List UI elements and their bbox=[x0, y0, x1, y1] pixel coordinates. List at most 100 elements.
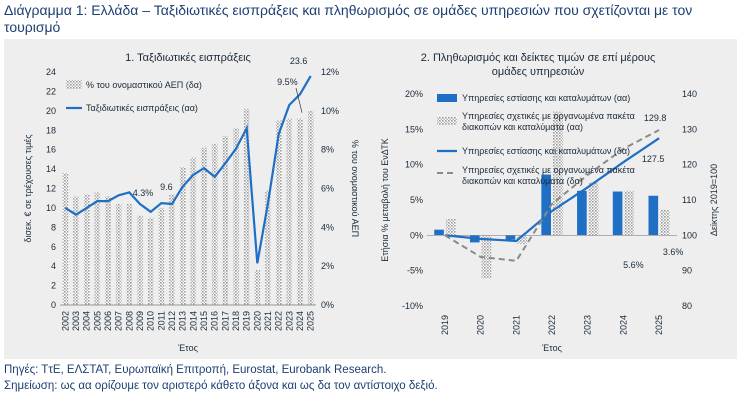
chart2-left-tick: 15% bbox=[405, 124, 423, 134]
chart2-x-tick: 2025 bbox=[654, 315, 664, 335]
chart1-x-tick: 2018 bbox=[231, 311, 241, 331]
chart1-bar bbox=[169, 194, 175, 305]
chart-panel: 1. Ταξιδιωτικές εισπράξεις 0 2 4 6 8 10 12 14 16 1… bbox=[4, 39, 737, 359]
chart1-right-tick: 4% bbox=[321, 222, 334, 232]
chart1-left-tick: 16 bbox=[46, 145, 56, 155]
chart2-bar-solid bbox=[505, 235, 516, 240]
chart2-bar-hatched bbox=[445, 219, 456, 236]
chart1-bar bbox=[94, 192, 101, 305]
chart1-right-tick: 12% bbox=[321, 67, 339, 77]
chart2-bar-solid bbox=[434, 229, 444, 236]
chart1-bar bbox=[137, 215, 143, 305]
chart1-line bbox=[64, 75, 312, 264]
figure-title: Διάγραμμα 1: Ελλάδα – Ταξιδιωτικές εισπρ… bbox=[4, 2, 693, 35]
chart1-left-tick: 20 bbox=[46, 106, 56, 116]
chart1-left-tick: 10 bbox=[46, 203, 56, 213]
chart1-bar bbox=[297, 118, 303, 305]
chart1-x-tick: 2004 bbox=[82, 311, 92, 331]
chart2-left-tick: 0% bbox=[410, 230, 423, 240]
chart1-x-tick: 2009 bbox=[135, 311, 145, 331]
chart1-left-tick: 14 bbox=[46, 164, 56, 174]
chart1-left-tick: 12 bbox=[46, 184, 56, 194]
chart1-bar bbox=[62, 172, 69, 305]
chart2-bar-hatched bbox=[624, 190, 635, 236]
chart2-legend-3: Υπηρεσίες εστίασης και καταλυμάτων (δα) bbox=[462, 146, 630, 156]
chart2-bar-hatched bbox=[553, 111, 563, 236]
chart2-bar-hatched bbox=[660, 209, 670, 236]
axis-note: Σημείωση: ως αα ορίζουμε τον αριστερό κά… bbox=[4, 380, 438, 392]
chart1-bar bbox=[254, 270, 261, 305]
chart1-annotation: 23.6 bbox=[290, 56, 308, 66]
chart1-right-tick: 8% bbox=[321, 145, 334, 155]
chart1-annotation: 4.3% bbox=[133, 188, 154, 198]
chart1-bar bbox=[105, 196, 111, 305]
chart2-legend-1: Υπηρεσίες εστίασης και καταλυμάτων (αα) bbox=[462, 93, 630, 103]
chart2-right-tick: 90 bbox=[682, 266, 692, 276]
chart1-legend-bar: % του ονομαστικού ΑΕΠ (δα) bbox=[86, 80, 202, 90]
chart1-x-tick: 2011 bbox=[156, 311, 166, 330]
chart2-bar-hatched bbox=[588, 182, 599, 236]
chart1-bar bbox=[147, 217, 154, 305]
chart2-right-tick: 80 bbox=[682, 301, 692, 311]
chart1-annotation: 9.5% bbox=[277, 77, 298, 87]
chart1-bar bbox=[190, 157, 197, 305]
chart1-x-tick: 2010 bbox=[146, 311, 156, 331]
chart2-xlabel: Έτος bbox=[541, 343, 562, 353]
chart1-bar bbox=[243, 108, 250, 306]
chart1-bar bbox=[126, 204, 133, 305]
chart1-right-tick: 6% bbox=[321, 184, 334, 194]
chart1-x-tick: 2021 bbox=[263, 311, 273, 331]
chart1-bar bbox=[211, 143, 218, 305]
chart2-legend-2: Υπηρεσίες σχετικές με οργανωμένα πακέτα δ… bbox=[462, 111, 635, 132]
chart2-annotation: 129.8 bbox=[644, 113, 667, 123]
chart2-right-tick: 110 bbox=[682, 195, 696, 205]
chart1-right-tick: 0% bbox=[321, 300, 334, 310]
chart1-left-tick: 4 bbox=[51, 261, 56, 271]
chart1-left-tick: 22 bbox=[46, 86, 56, 96]
chart1-x-tick: 2005 bbox=[92, 311, 102, 331]
chart2-annotation: 3.6% bbox=[663, 247, 684, 257]
chart1-annotation-leader bbox=[295, 87, 303, 113]
chart2-right-tick: 130 bbox=[682, 124, 697, 134]
chart2-ylabel-left: Ετήσια % μεταβολή του ΕνΔΤΚ bbox=[380, 138, 390, 262]
chart1-right-tick: 10% bbox=[321, 106, 339, 116]
chart1-bar bbox=[158, 207, 165, 305]
chart1-ylabel-right: % του ονομαστικού ΑΕΠ bbox=[350, 140, 360, 237]
chart1-left-tick: 6 bbox=[51, 242, 56, 252]
chart1-bar bbox=[286, 118, 293, 305]
chart1-bar bbox=[201, 147, 207, 305]
chart1-x-tick: 2020 bbox=[252, 311, 262, 331]
chart1-x-tick: 2006 bbox=[103, 311, 113, 331]
chart2-bar-solid bbox=[648, 195, 659, 236]
chart1-x-tick: 2024 bbox=[295, 311, 305, 331]
chart1-left-tick: 2 bbox=[51, 281, 56, 291]
chart1-x-tick: 2017 bbox=[220, 311, 230, 331]
chart2-bar-hatched bbox=[481, 235, 492, 279]
chart2-x-tick: 2021 bbox=[511, 315, 521, 335]
chart1-x-tick: 2025 bbox=[306, 311, 316, 331]
chart1-x-tick: 2022 bbox=[274, 311, 284, 331]
chart2-line-solid bbox=[444, 137, 660, 243]
chart1-bar bbox=[233, 128, 239, 305]
chart1-left-tick: 8 bbox=[51, 222, 56, 232]
chart2-left-tick: 10% bbox=[405, 160, 423, 170]
chart2-right-tick: 120 bbox=[682, 160, 697, 170]
chart1-left-tick: 24 bbox=[46, 67, 56, 77]
chart1-bar bbox=[265, 190, 271, 305]
chart1-legend-line: Ταξιδιωτικές εισπράξεις (αα) bbox=[86, 103, 198, 113]
chart2-left-tick: -10% bbox=[402, 301, 423, 311]
chart1-x-tick: 2016 bbox=[210, 311, 220, 331]
chart1-xlabel: Έτος bbox=[177, 343, 198, 353]
chart1-x-tick: 2002 bbox=[60, 311, 70, 331]
chart2-left-tick: 20% bbox=[405, 89, 423, 99]
chart1-x-tick: 2003 bbox=[71, 311, 81, 331]
chart2-legend-4: Υπηρεσίες σχετικές με οργανωμένα πακέτα δ… bbox=[462, 165, 635, 186]
chart1-x-tick: 2019 bbox=[242, 311, 252, 331]
chart1-bar bbox=[222, 136, 229, 305]
chart1-bar bbox=[307, 110, 314, 305]
chart2-right-tick: 140 bbox=[682, 89, 697, 99]
chart1-bar bbox=[83, 194, 90, 305]
chart1-bar bbox=[73, 196, 79, 305]
chart2-annotation: 5.6% bbox=[623, 260, 644, 270]
chart2-x-tick: 2022 bbox=[547, 315, 557, 335]
